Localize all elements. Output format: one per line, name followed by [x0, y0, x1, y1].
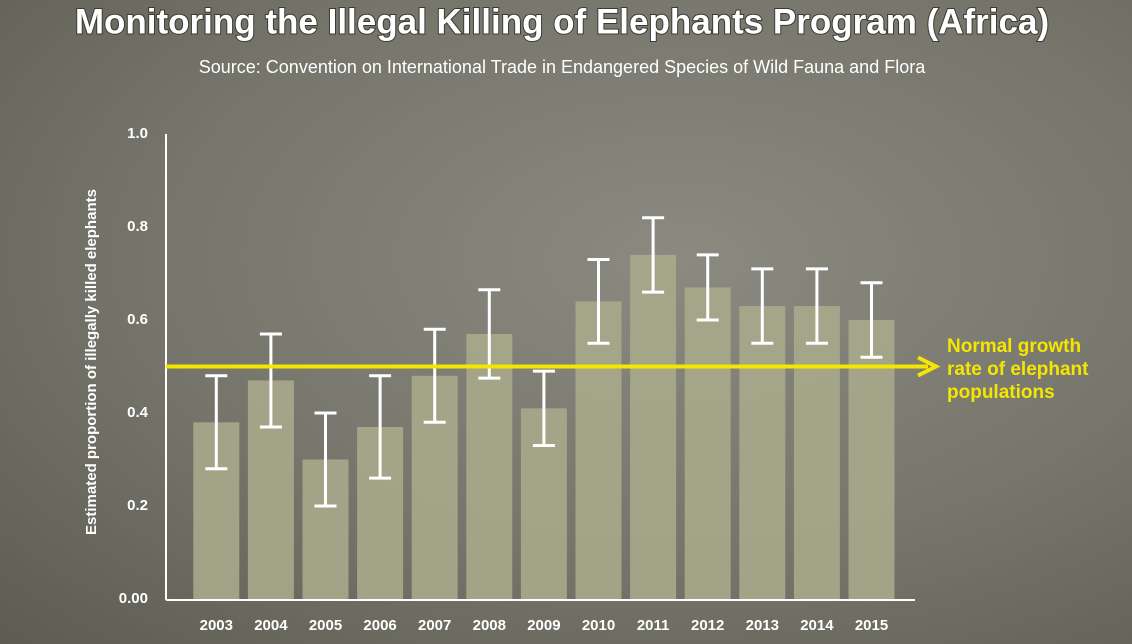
x-tick-label: 2007: [418, 617, 451, 634]
reference-label: Normal growth: [947, 336, 1081, 357]
x-tick-label: 2011: [637, 617, 670, 634]
x-tick-label: 2014: [800, 617, 834, 634]
x-tick-label: 2006: [363, 617, 396, 634]
error-bar: [259, 332, 282, 429]
error-bar: [423, 327, 446, 424]
x-tick-label: 2005: [309, 617, 342, 634]
bar: [739, 306, 786, 599]
bar: [575, 301, 622, 599]
error-bar: [751, 267, 774, 345]
x-tick-label: 2012: [691, 617, 724, 634]
error-bar: [696, 253, 719, 322]
y-tick-label: 1.0: [127, 125, 148, 142]
x-tick-label: 2010: [582, 617, 615, 634]
error-bar: [587, 258, 610, 345]
y-tick-label: 0.2: [127, 497, 148, 514]
error-bar: [642, 216, 665, 294]
y-tick-label: 0.8: [127, 218, 148, 235]
error-bar: [478, 288, 501, 380]
x-tick-label: 2004: [254, 617, 288, 634]
x-tick-label: 2003: [200, 617, 233, 634]
x-tick-label: 2009: [527, 617, 560, 634]
bar: [848, 320, 895, 599]
error-bar: [860, 281, 883, 359]
x-tick-label: 2015: [855, 617, 888, 634]
bar: [793, 306, 840, 599]
chart-subtitle: Source: Convention on International Trad…: [199, 57, 926, 77]
y-tick-label: 0.00: [119, 590, 148, 607]
error-bar: [805, 267, 828, 345]
bar: [630, 254, 677, 599]
x-tick-label: 2008: [473, 617, 506, 634]
error-bar: [205, 374, 228, 471]
reference-label: rate of elephant: [947, 359, 1089, 380]
bar: [684, 287, 731, 599]
y-tick-label: 0.6: [127, 311, 148, 328]
x-tick-label: 2013: [746, 617, 779, 634]
y-axis-label: Estimated proportion of illegally killed…: [83, 189, 100, 535]
error-bar: [532, 369, 555, 448]
reference-label: populations: [947, 382, 1055, 403]
chart-title: Monitoring the Illegal Killing of Elepha…: [75, 2, 1049, 41]
error-bar: [314, 411, 337, 508]
error-bar: [369, 374, 392, 480]
reference-arrow: [917, 355, 941, 378]
y-tick-label: 0.4: [127, 404, 149, 421]
